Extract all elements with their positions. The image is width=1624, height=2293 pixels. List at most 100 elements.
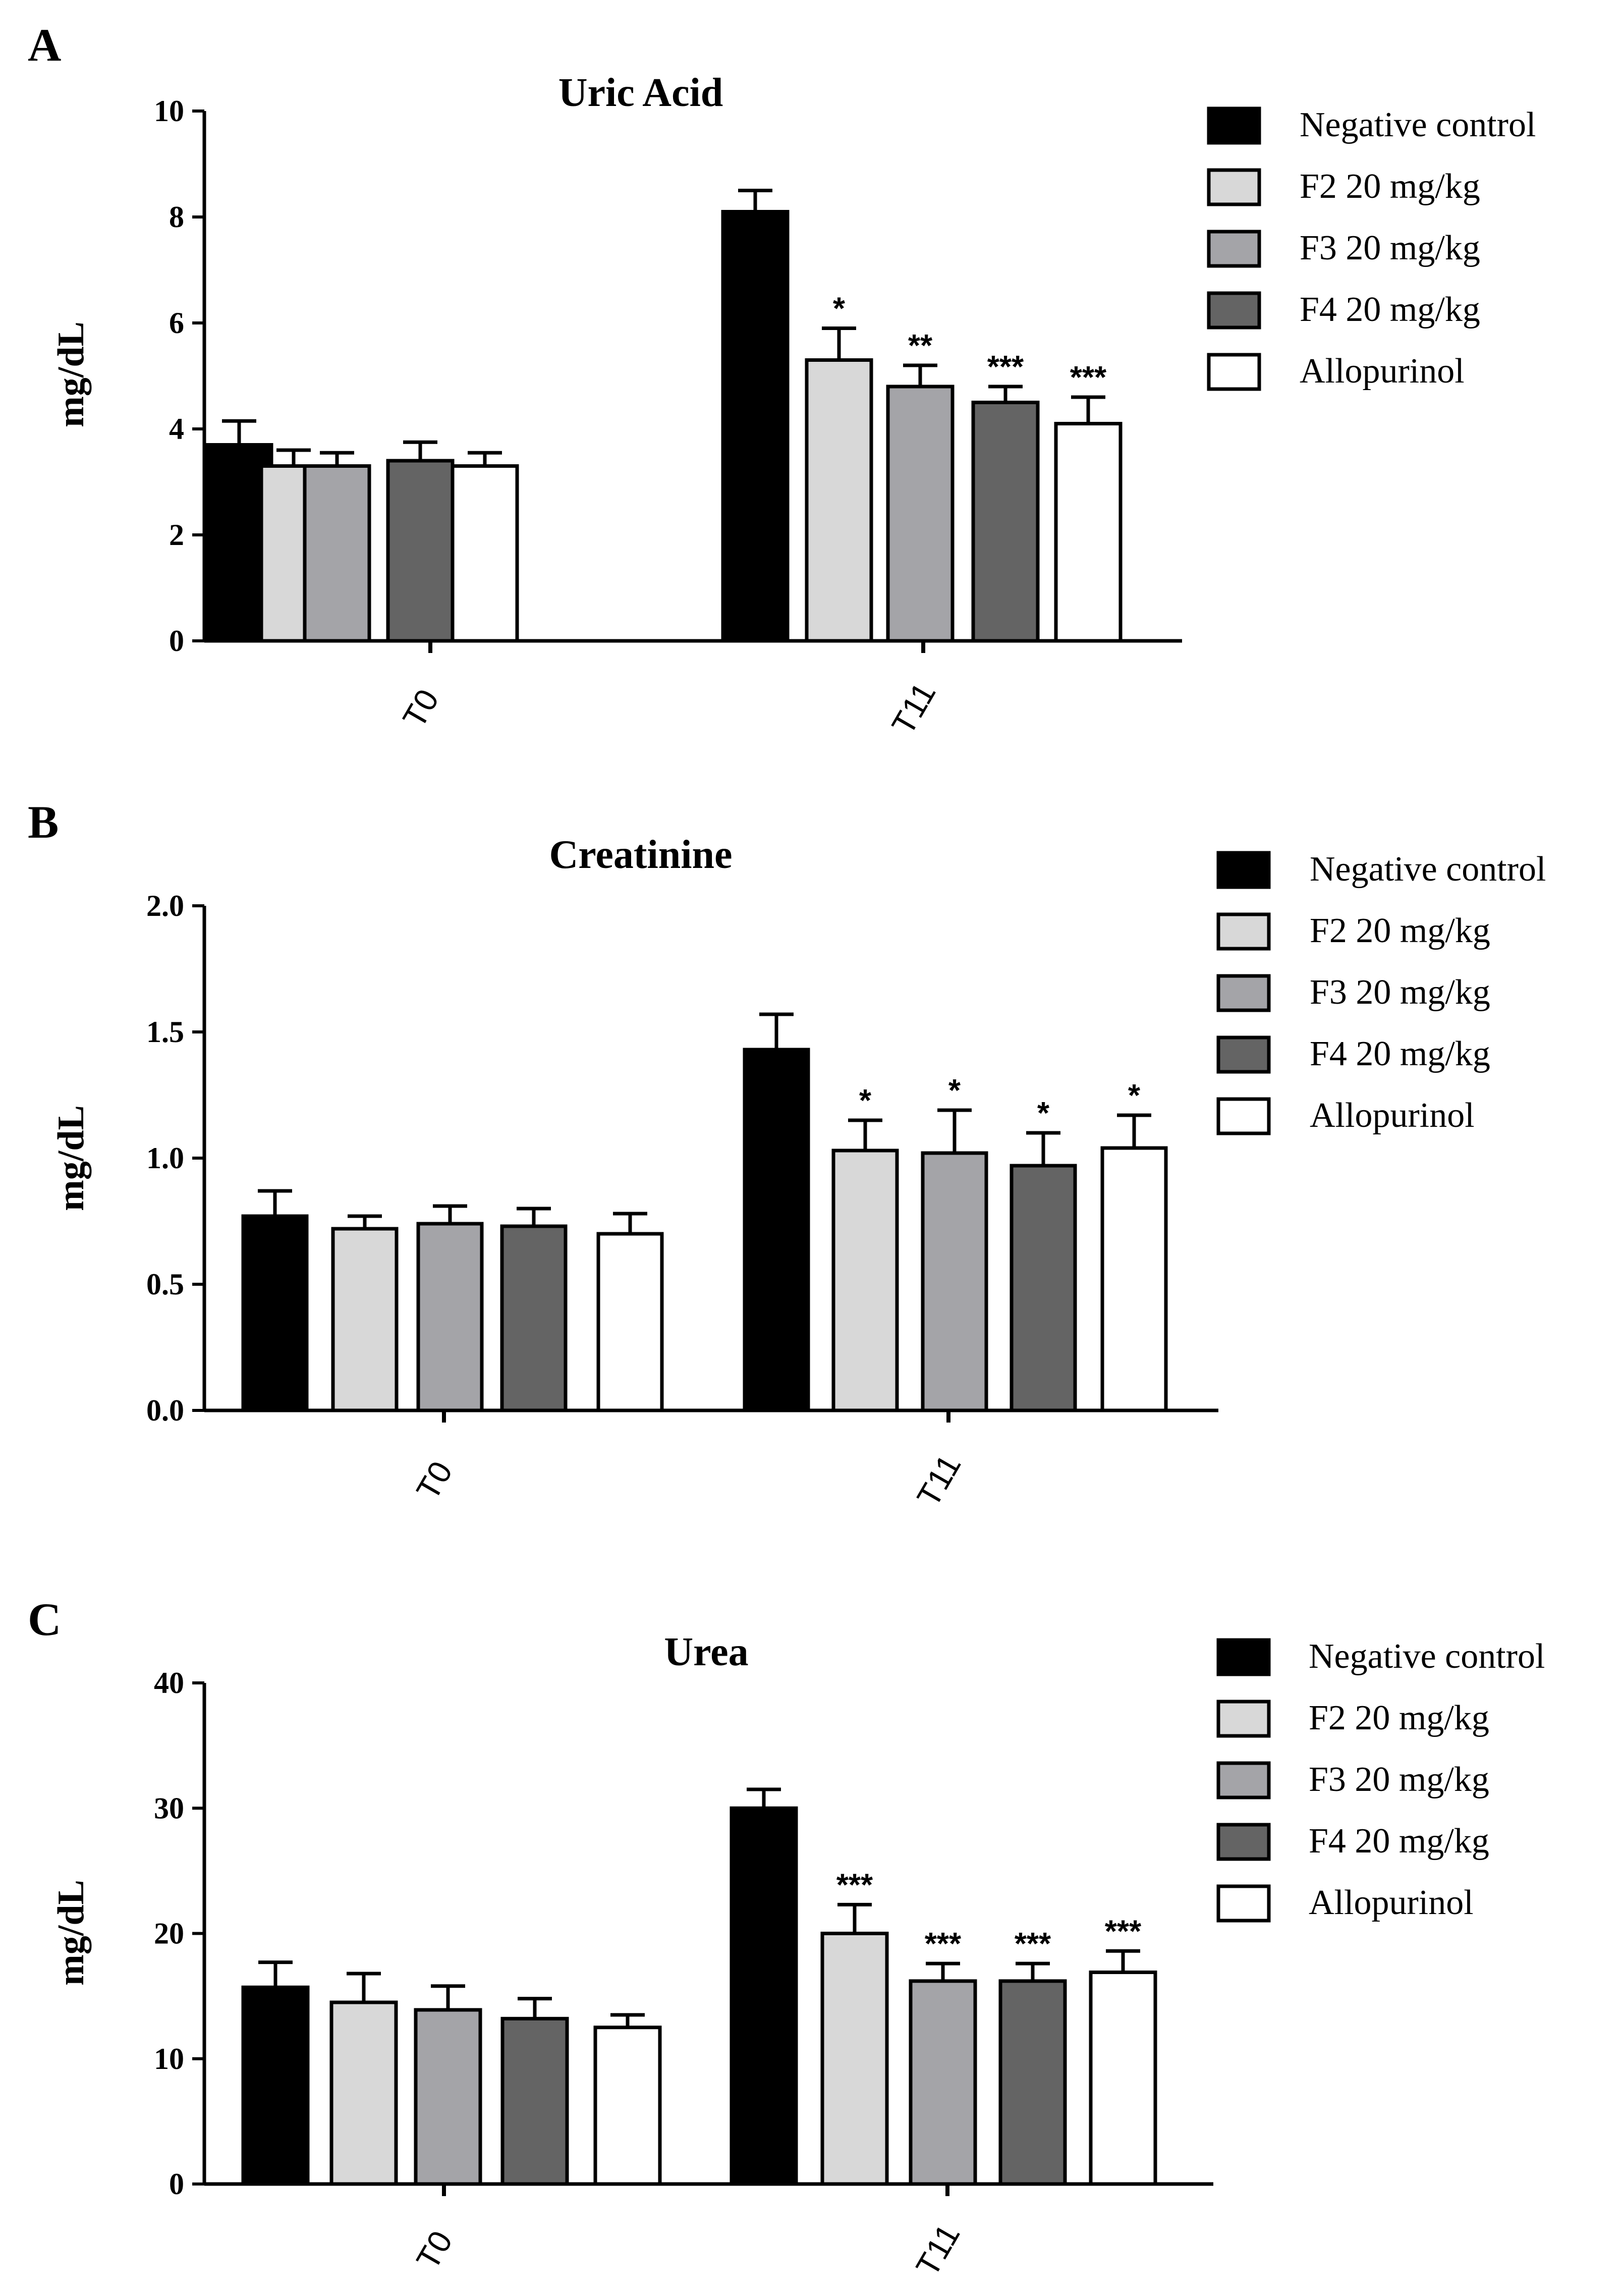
y-tick-label: 4 [169, 412, 184, 446]
bar [831, 1149, 899, 1412]
significance-label: * [948, 1073, 961, 1108]
bar [743, 1048, 810, 1412]
significance-label: * [833, 292, 846, 326]
significance-label: *** [1105, 1914, 1142, 1949]
legend-swatch [1216, 912, 1271, 951]
bar [386, 459, 455, 643]
legend-swatch [1216, 1761, 1271, 1799]
legend-swatch [1207, 291, 1261, 330]
legend-label: Allopurinol [1309, 1883, 1474, 1922]
legend-label: F2 20 mg/kg [1309, 1699, 1489, 1737]
significance-label: * [859, 1083, 872, 1118]
legend-label: Negative control [1309, 1637, 1545, 1676]
y-tick-label: 2.0 [146, 889, 184, 922]
legend: Negative control F2 20 mg/kg F3 20 mg/kg F4… [1216, 850, 1546, 1135]
chart-panel-c: C Urea mg/dL 0 10 20 30 40 T0 T11 *** *** *** *** Nega… [28, 1594, 1545, 2282]
x-category-label: T11 [884, 676, 942, 740]
bar [921, 1151, 988, 1412]
y-tick-label: 0 [169, 2167, 184, 2201]
y-tick-label: 20 [154, 1917, 184, 1950]
y-tick-label: 8 [169, 200, 184, 234]
legend-label: F2 20 mg/kg [1310, 911, 1490, 950]
y-tick-label: 10 [154, 2042, 184, 2076]
bar [416, 1222, 484, 1412]
significance-label: *** [836, 1868, 873, 1902]
y-tick-label: 2 [169, 518, 184, 552]
y-tick-label: 40 [154, 1666, 184, 1700]
legend-label: Negative control [1300, 105, 1536, 144]
legend-label: Negative control [1310, 850, 1546, 889]
bar [241, 1985, 310, 2186]
chart-title: Urea [664, 1630, 748, 1674]
legend-label: F3 20 mg/kg [1309, 1760, 1489, 1799]
x-category-label: T0 [409, 1455, 460, 1506]
chart-panel-b: B Creatinine mg/dL 0.0 0.5 1.0 1.5 2.0 T0 T11 * * * *… [28, 796, 1546, 1513]
legend-label: F4 20 mg/kg [1309, 1822, 1489, 1861]
legend-label: Allopurinol [1300, 352, 1465, 391]
bar [998, 1979, 1067, 2186]
legend-swatch [1216, 1823, 1271, 1861]
chart-title: Uric Acid [558, 71, 723, 115]
bar [1054, 422, 1123, 643]
bar [820, 1932, 889, 2186]
legend-swatch [1207, 168, 1261, 206]
bar [730, 1806, 798, 2186]
legend-swatch [1207, 106, 1261, 145]
panel-letter: A [28, 19, 61, 71]
bar [971, 401, 1040, 643]
legend-swatch [1216, 1884, 1271, 1923]
bar [721, 210, 790, 643]
significance-label: *** [925, 1927, 962, 1961]
bar [596, 1232, 664, 1412]
legend-label: F3 20 mg/kg [1310, 973, 1490, 1012]
y-tick-label: 1.0 [146, 1141, 184, 1175]
legend-swatch [1216, 1638, 1271, 1676]
legend-label: F3 20 mg/kg [1300, 229, 1480, 267]
bar [241, 1214, 309, 1412]
legend-label: F4 20 mg/kg [1300, 290, 1480, 329]
bar [593, 2026, 662, 2186]
y-axis-label: mg/dL [50, 321, 92, 427]
significance-label: ** [908, 329, 933, 363]
x-category-label: T0 [409, 2225, 460, 2276]
panel-letter: B [28, 796, 59, 848]
x-category-label: T11 [910, 1448, 968, 1512]
y-tick-label: 1.5 [146, 1015, 184, 1049]
significance-label: *** [1015, 1927, 1051, 1961]
y-tick-label: 0.5 [146, 1268, 184, 1301]
y-axis-label: mg/dL [50, 1105, 92, 1211]
y-tick-label: 0 [169, 624, 184, 658]
significance-label: * [1128, 1078, 1141, 1113]
legend-swatch [1216, 1035, 1271, 1074]
bar [909, 1979, 977, 2186]
y-axis-label: mg/dL [50, 1880, 92, 1986]
legend-swatch [1216, 1097, 1271, 1135]
significance-label: *** [987, 350, 1024, 385]
bar [500, 2016, 569, 2186]
legend-swatch [1207, 230, 1261, 268]
legend-label: F4 20 mg/kg [1310, 1034, 1490, 1073]
bar [500, 1224, 568, 1412]
legend-label: Allopurinol [1310, 1096, 1475, 1135]
bar [1010, 1164, 1077, 1412]
legend: Negative control F2 20 mg/kg F3 20 mg/kg F4… [1207, 105, 1536, 391]
significance-label: * [1037, 1096, 1050, 1131]
bar [414, 2008, 482, 2186]
bar [1089, 1970, 1157, 2186]
legend: Negative control F2 20 mg/kg F3 20 mg/kg F4… [1216, 1637, 1545, 1923]
x-category-label: T0 [396, 683, 446, 734]
bar [886, 385, 955, 643]
y-tick-label: 6 [169, 306, 184, 340]
legend-swatch [1207, 353, 1261, 391]
significance-label: *** [1070, 360, 1107, 395]
legend-label: F2 20 mg/kg [1300, 167, 1480, 206]
panel-letter: C [28, 1594, 61, 1645]
legend-swatch [1216, 1700, 1271, 1738]
bar [331, 1227, 399, 1412]
y-tick-label: 30 [154, 1791, 184, 1825]
y-tick-label: 10 [154, 94, 184, 128]
bar [805, 358, 873, 643]
chart-title: Creatinine [549, 833, 733, 877]
